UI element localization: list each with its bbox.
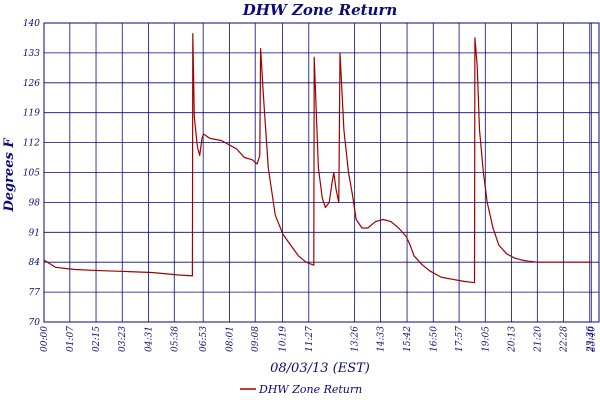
plot-frame [43, 22, 600, 323]
y-tick-label: 119 [23, 109, 40, 119]
x-tick-label: 06:53 [199, 326, 209, 352]
x-tick-label: 22:28 [560, 326, 570, 353]
x-tick-label: 19:05 [481, 326, 491, 352]
x-tick-label: 04:31 [144, 326, 154, 352]
x-tick-label: 00:00 [40, 326, 50, 352]
x-tick-label: 01:07 [66, 326, 76, 352]
x-tick-label: 11:27 [305, 326, 315, 352]
x-tick-label: 08:01 [225, 326, 235, 352]
y-tick-label: 140 [23, 19, 40, 29]
x-tick-label: 23:40 [587, 326, 597, 353]
y-axis-title: Degrees F [2, 138, 17, 213]
y-tick-label: 77 [29, 288, 41, 298]
x-tick-label: 21:20 [533, 326, 543, 353]
y-tick-label: 98 [29, 198, 41, 208]
x-tick-label: 13:26 [351, 326, 361, 352]
y-tick-label: 70 [29, 318, 41, 328]
y-tick-label: 112 [23, 139, 40, 149]
x-tick-label: 02:15 [92, 326, 102, 352]
chart-title: DHW Zone Return [242, 1, 398, 19]
x-tick-label: 05:38 [170, 326, 180, 352]
x-tick-label: 20:13 [508, 326, 518, 353]
y-tick-label: 84 [29, 258, 41, 268]
legend-label-dhw-zone-return: DHW Zone Return [258, 383, 362, 396]
x-tick-label: 15:42 [403, 326, 413, 352]
x-tick-label: 16:50 [429, 326, 439, 352]
legend: DHW Zone Return [240, 383, 362, 396]
y-tick-label: 126 [23, 79, 40, 89]
x-tick-label: 10:19 [279, 326, 289, 352]
x-axis-ticks: 00:00 01:07 02:15 03:23 04:31 05:38 06:53 08:01… [40, 326, 597, 353]
x-tick-label: 14:33 [376, 326, 386, 352]
x-tick-label: 17:57 [455, 326, 465, 352]
grid [43, 22, 599, 323]
series-line-dhw-zone-return [43, 33, 592, 284]
x-axis-title: 08/03/13 (EST) [270, 361, 370, 376]
x-tick-label: 09:08 [251, 326, 261, 352]
series-group [43, 33, 592, 284]
y-axis-ticks: 70 77 84 91 98 105 112 119 126 133 140 [23, 19, 40, 328]
y-tick-label: 133 [23, 49, 40, 59]
x-tick-label: 23:36 [586, 326, 596, 353]
y-tick-label: 91 [29, 228, 40, 238]
y-tick-label: 105 [23, 169, 40, 179]
x-tick-label: 03:23 [118, 326, 128, 352]
